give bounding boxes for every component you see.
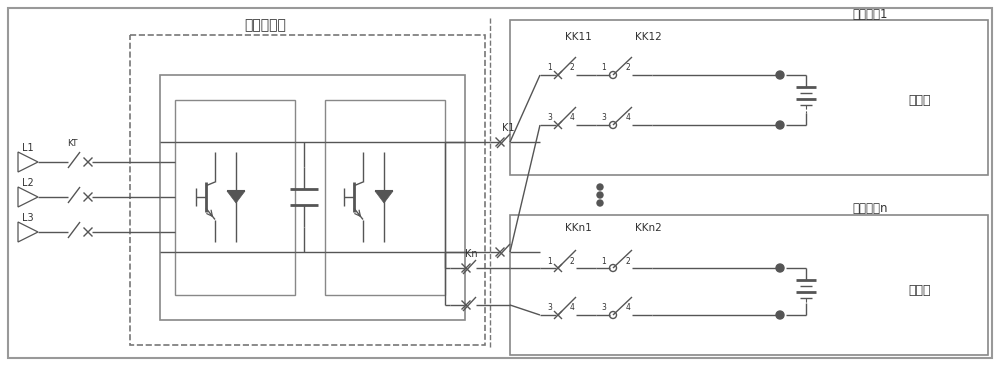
Text: 2: 2 [570, 63, 574, 72]
Circle shape [776, 71, 784, 79]
Circle shape [776, 264, 784, 272]
Text: K1: K1 [502, 123, 514, 133]
Text: 1: 1 [548, 63, 552, 72]
Text: 储能变流器: 储能变流器 [244, 18, 286, 32]
Text: KT: KT [67, 139, 77, 149]
Text: 电池模块1: 电池模块1 [852, 7, 888, 20]
Text: 1: 1 [548, 257, 552, 265]
Circle shape [776, 121, 784, 129]
Bar [510, 20, 988, 175]
Text: 1: 1 [602, 257, 606, 265]
Circle shape [597, 184, 603, 190]
Polygon shape [227, 191, 245, 203]
Text: KKn1: KKn1 [565, 223, 591, 233]
Bar [175, 100, 295, 295]
Bar [325, 100, 445, 295]
Text: KK12: KK12 [635, 32, 661, 42]
Bar [160, 75, 465, 320]
Text: 4: 4 [626, 303, 630, 313]
Text: L2: L2 [22, 178, 34, 188]
Text: L1: L1 [22, 143, 34, 153]
Circle shape [597, 192, 603, 198]
Text: 2: 2 [570, 257, 574, 265]
Text: 2: 2 [626, 257, 630, 265]
Bar [130, 35, 485, 345]
Text: 3: 3 [548, 303, 552, 313]
Circle shape [597, 200, 603, 206]
Text: 3: 3 [602, 303, 606, 313]
Text: KK11: KK11 [565, 32, 591, 42]
Text: Kn: Kn [465, 249, 478, 259]
Text: 电池簇: 电池簇 [909, 284, 931, 298]
Bar [510, 215, 988, 355]
Text: L3: L3 [22, 213, 34, 223]
Text: KKn2: KKn2 [635, 223, 661, 233]
Text: 电池模块n: 电池模块n [852, 202, 888, 214]
Text: 3: 3 [548, 113, 552, 123]
Text: 4: 4 [570, 113, 574, 123]
Text: 电池簇: 电池簇 [909, 93, 931, 107]
Text: 4: 4 [570, 303, 574, 313]
Circle shape [776, 311, 784, 319]
Polygon shape [375, 191, 393, 203]
Text: 3: 3 [602, 113, 606, 123]
Text: 4: 4 [626, 113, 630, 123]
Text: 2: 2 [626, 63, 630, 72]
Text: 1: 1 [602, 63, 606, 72]
